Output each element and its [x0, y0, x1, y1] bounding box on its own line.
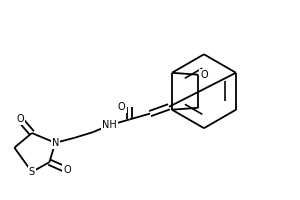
Text: O: O [16, 114, 24, 124]
Text: N: N [52, 138, 59, 148]
Text: O: O [200, 70, 208, 80]
Text: O: O [118, 102, 126, 112]
Text: O: O [63, 165, 71, 175]
Text: NH: NH [102, 120, 116, 130]
Text: S: S [29, 167, 35, 177]
